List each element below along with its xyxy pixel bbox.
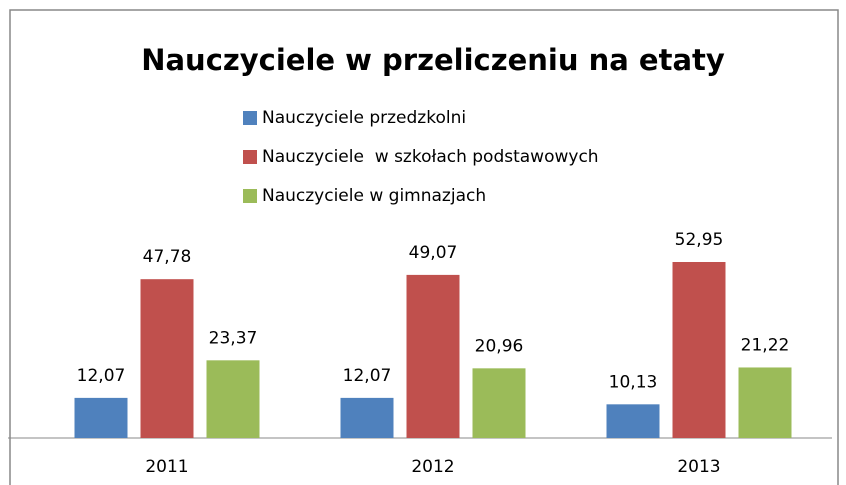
bar bbox=[340, 397, 394, 438]
bar bbox=[206, 360, 260, 438]
data-label: 12,07 bbox=[77, 366, 126, 386]
bar bbox=[738, 367, 792, 438]
bar bbox=[606, 404, 660, 438]
data-label: 47,78 bbox=[143, 247, 192, 267]
legend-swatch bbox=[243, 111, 257, 125]
bar bbox=[140, 279, 194, 438]
data-label: 12,07 bbox=[343, 366, 392, 386]
legend-label: Nauczyciele w szkołach podstawowych bbox=[262, 147, 599, 167]
data-label: 21,22 bbox=[741, 335, 790, 355]
bar bbox=[74, 397, 128, 438]
x-tick-label: 2011 bbox=[145, 457, 188, 477]
legend-swatch bbox=[243, 150, 257, 164]
data-label: 10,13 bbox=[609, 372, 658, 392]
data-label: 49,07 bbox=[409, 243, 458, 263]
bar bbox=[472, 368, 526, 438]
bar bbox=[406, 274, 460, 438]
data-label: 52,95 bbox=[675, 230, 724, 250]
data-label: 20,96 bbox=[475, 336, 524, 356]
x-tick-label: 2012 bbox=[411, 457, 454, 477]
legend-label: Nauczyciele w gimnazjach bbox=[262, 186, 486, 206]
chart-frame bbox=[9, 9, 839, 485]
data-label: 23,37 bbox=[209, 328, 258, 348]
legend-swatch bbox=[243, 189, 257, 203]
bar bbox=[672, 262, 726, 438]
legend-label: Nauczyciele przedzkolni bbox=[262, 108, 466, 128]
x-tick-label: 2013 bbox=[677, 457, 720, 477]
chart-title: Nauczyciele w przeliczeniu na etaty bbox=[141, 43, 725, 77]
